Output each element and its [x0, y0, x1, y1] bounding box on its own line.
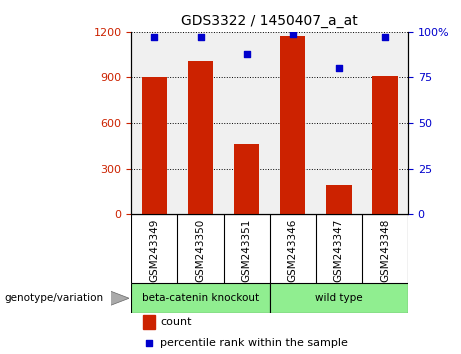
Polygon shape — [111, 291, 129, 305]
Text: GSM243351: GSM243351 — [242, 219, 252, 282]
Point — [145, 340, 153, 346]
Bar — [143, 315, 155, 329]
Text: beta-catenin knockout: beta-catenin knockout — [142, 293, 259, 303]
Bar — [326, 184, 351, 214]
Text: count: count — [160, 317, 191, 327]
Text: GSM243350: GSM243350 — [195, 219, 206, 282]
Bar — [270, 283, 408, 313]
Point — [335, 65, 343, 71]
Point — [243, 51, 250, 57]
Bar — [131, 283, 270, 313]
Bar — [372, 76, 397, 214]
Point — [151, 34, 158, 40]
Title: GDS3322 / 1450407_a_at: GDS3322 / 1450407_a_at — [181, 14, 358, 28]
Text: GSM243346: GSM243346 — [288, 219, 298, 282]
Bar — [142, 78, 167, 214]
Point — [197, 34, 204, 40]
Bar — [234, 144, 259, 214]
Text: GSM243348: GSM243348 — [380, 219, 390, 282]
Bar — [188, 61, 213, 214]
Text: genotype/variation: genotype/variation — [5, 293, 104, 303]
Text: GSM243349: GSM243349 — [149, 219, 160, 282]
Text: wild type: wild type — [315, 293, 363, 303]
Text: GSM243347: GSM243347 — [334, 219, 344, 282]
Bar — [280, 36, 305, 214]
Text: percentile rank within the sample: percentile rank within the sample — [160, 338, 348, 348]
Point — [289, 31, 296, 36]
Point — [381, 34, 389, 40]
